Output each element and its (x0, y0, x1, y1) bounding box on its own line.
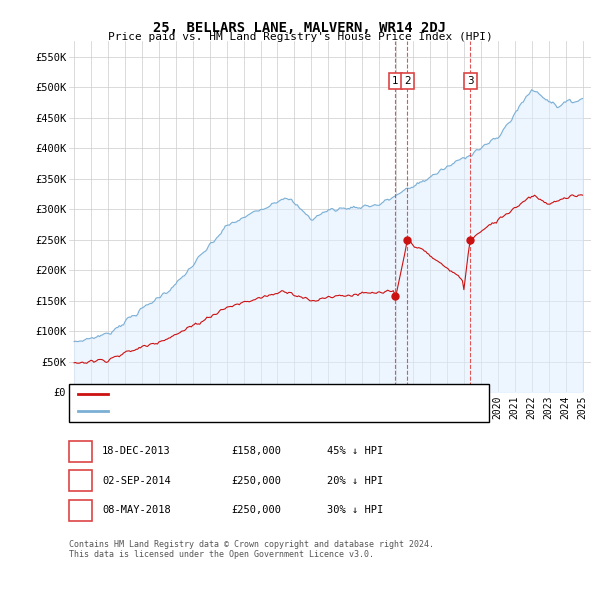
Text: 2: 2 (404, 76, 411, 86)
Text: 08-MAY-2018: 08-MAY-2018 (102, 506, 171, 515)
Text: 45% ↓ HPI: 45% ↓ HPI (327, 447, 383, 456)
Text: 3: 3 (467, 76, 473, 86)
Text: £158,000: £158,000 (231, 447, 281, 456)
Text: 20% ↓ HPI: 20% ↓ HPI (327, 476, 383, 486)
Text: 30% ↓ HPI: 30% ↓ HPI (327, 506, 383, 515)
Text: 02-SEP-2014: 02-SEP-2014 (102, 476, 171, 486)
Text: 1: 1 (77, 447, 83, 456)
Text: HPI: Average price, detached house, Malvern Hills: HPI: Average price, detached house, Malv… (114, 406, 420, 416)
Text: Contains HM Land Registry data © Crown copyright and database right 2024.
This d: Contains HM Land Registry data © Crown c… (69, 540, 434, 559)
Text: 25, BELLARS LANE, MALVERN, WR14 2DJ (detached house): 25, BELLARS LANE, MALVERN, WR14 2DJ (det… (114, 389, 439, 399)
Text: £250,000: £250,000 (231, 476, 281, 486)
Text: 3: 3 (77, 506, 83, 515)
Text: 25, BELLARS LANE, MALVERN, WR14 2DJ: 25, BELLARS LANE, MALVERN, WR14 2DJ (154, 21, 446, 35)
Text: 1: 1 (392, 76, 399, 86)
Text: Price paid vs. HM Land Registry's House Price Index (HPI): Price paid vs. HM Land Registry's House … (107, 32, 493, 42)
Text: £250,000: £250,000 (231, 506, 281, 515)
Text: 18-DEC-2013: 18-DEC-2013 (102, 447, 171, 456)
Text: 2: 2 (77, 476, 83, 486)
